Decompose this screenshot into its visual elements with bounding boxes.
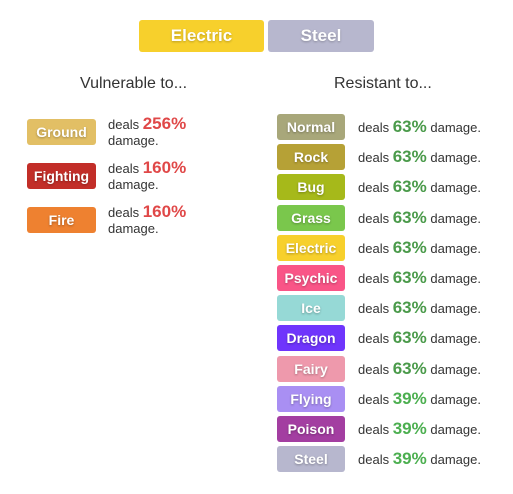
deals-label: deals — [358, 271, 390, 287]
type-badge-fairy[interactable]: Fairy — [277, 355, 345, 382]
vulnerable-list: Ground deals 256% damage. Fighting deals… — [27, 114, 187, 248]
type-badge-grass[interactable]: Grass — [277, 204, 345, 231]
damage-text: deals 160% damage. — [108, 158, 187, 193]
damage-label: damage. — [430, 150, 481, 166]
vulnerable-title: Vulnerable to... — [80, 75, 188, 92]
damage-text: deals 39% damage. — [358, 419, 481, 439]
damage-text: deals 63% damage. — [358, 328, 481, 348]
damage-percent: 256% — [142, 114, 187, 133]
damage-label: damage. — [430, 271, 481, 287]
damage-label: damage. — [430, 180, 481, 196]
vulnerable-row: Ground deals 256% damage. — [27, 114, 187, 160]
type-badge-normal[interactable]: Normal — [277, 114, 345, 141]
damage-text: deals 63% damage. — [358, 147, 481, 167]
type-badge-fire[interactable]: Fire — [27, 207, 96, 233]
damage-label: damage. — [430, 421, 481, 437]
resistant-row: Psychic deals 63% damage. — [277, 263, 481, 293]
damage-label: damage. — [430, 452, 481, 468]
deals-label: deals — [358, 180, 390, 196]
damage-percent: 160% — [142, 202, 187, 221]
deals-label: deals — [358, 421, 390, 437]
damage-text: deals 63% damage. — [358, 298, 481, 318]
deals-label: deals — [108, 117, 140, 132]
resistant-row: Poison deals 39% damage. — [277, 414, 481, 444]
damage-text: deals 39% damage. — [358, 389, 481, 409]
vulnerable-row: Fighting deals 160% damage. — [27, 158, 187, 204]
resistant-row: Flying deals 39% damage. — [277, 384, 481, 414]
damage-percent: 39% — [392, 449, 427, 469]
damage-percent: 63% — [392, 298, 427, 318]
resistant-row: Grass deals 63% damage. — [277, 203, 481, 233]
resistant-row: Steel deals 39% damage. — [277, 444, 481, 474]
resistant-row: Bug deals 63% damage. — [277, 172, 481, 202]
resistant-row: Fairy deals 63% damage. — [277, 354, 481, 384]
type-badge-rock[interactable]: Rock — [277, 144, 345, 171]
damage-text: deals 63% damage. — [358, 177, 481, 197]
damage-label: damage. — [108, 221, 159, 236]
deals-label: deals — [358, 452, 390, 468]
resistant-row: Electric deals 63% damage. — [277, 233, 481, 263]
damage-label: damage. — [430, 331, 481, 347]
resistant-title: Resistant to... — [334, 75, 432, 92]
type-badge-poison[interactable]: Poison — [277, 415, 345, 442]
damage-label: damage. — [430, 361, 481, 377]
type-badge-fighting[interactable]: Fighting — [27, 163, 96, 189]
damage-percent: 63% — [392, 237, 427, 257]
resistant-row: Dragon deals 63% damage. — [277, 323, 481, 353]
damage-label: damage. — [430, 120, 481, 136]
deals-label: deals — [358, 210, 390, 226]
damage-text: deals 256% damage. — [108, 114, 187, 149]
damage-label: damage. — [430, 301, 481, 317]
deals-label: deals — [108, 161, 140, 176]
resistant-row: Normal deals 63% damage. — [277, 112, 481, 142]
damage-label: damage. — [430, 391, 481, 407]
deals-label: deals — [358, 240, 390, 256]
damage-text: deals 63% damage. — [358, 268, 481, 288]
damage-percent: 39% — [392, 418, 427, 438]
damage-text: deals 39% damage. — [358, 449, 481, 469]
type-header: Electric Steel — [139, 20, 374, 52]
damage-label: damage. — [108, 177, 159, 192]
vulnerable-row: Fire deals 160% damage. — [27, 202, 187, 248]
resistant-list: Normal deals 63% damage. Rock deals 63% … — [277, 112, 481, 474]
damage-percent: 63% — [392, 358, 427, 378]
damage-text: deals 160% damage. — [108, 202, 187, 237]
deals-label: deals — [358, 150, 390, 166]
damage-label: damage. — [430, 240, 481, 256]
damage-text: deals 63% damage. — [358, 359, 481, 379]
type-badge-steel[interactable]: Steel — [277, 446, 345, 473]
type-badge-electric[interactable]: Electric — [277, 234, 345, 261]
damage-text: deals 63% damage. — [358, 117, 481, 137]
type-badge-bug[interactable]: Bug — [277, 174, 345, 201]
damage-percent: 63% — [392, 268, 427, 288]
damage-percent: 39% — [392, 388, 427, 408]
damage-label: damage. — [430, 210, 481, 226]
type-badge-ground[interactable]: Ground — [27, 119, 96, 145]
deals-label: deals — [358, 331, 390, 347]
damage-percent: 63% — [392, 117, 427, 137]
damage-percent: 63% — [392, 177, 427, 197]
damage-label: damage. — [108, 133, 159, 148]
damage-percent: 63% — [392, 147, 427, 167]
resistant-row: Ice deals 63% damage. — [277, 293, 481, 323]
damage-text: deals 63% damage. — [358, 238, 481, 258]
deals-label: deals — [108, 205, 140, 220]
type-pill-electric[interactable]: Electric — [139, 20, 264, 52]
damage-percent: 63% — [392, 207, 427, 227]
damage-percent: 160% — [142, 158, 187, 177]
deals-label: deals — [358, 301, 390, 317]
type-pill-steel[interactable]: Steel — [268, 20, 374, 52]
type-badge-psychic[interactable]: Psychic — [277, 265, 345, 292]
deals-label: deals — [358, 120, 390, 136]
deals-label: deals — [358, 391, 390, 407]
type-badge-ice[interactable]: Ice — [277, 295, 345, 322]
deals-label: deals — [358, 361, 390, 377]
resistant-row: Rock deals 63% damage. — [277, 142, 481, 172]
damage-text: deals 63% damage. — [358, 208, 481, 228]
type-badge-flying[interactable]: Flying — [277, 385, 345, 412]
type-badge-dragon[interactable]: Dragon — [277, 325, 345, 352]
damage-percent: 63% — [392, 328, 427, 348]
